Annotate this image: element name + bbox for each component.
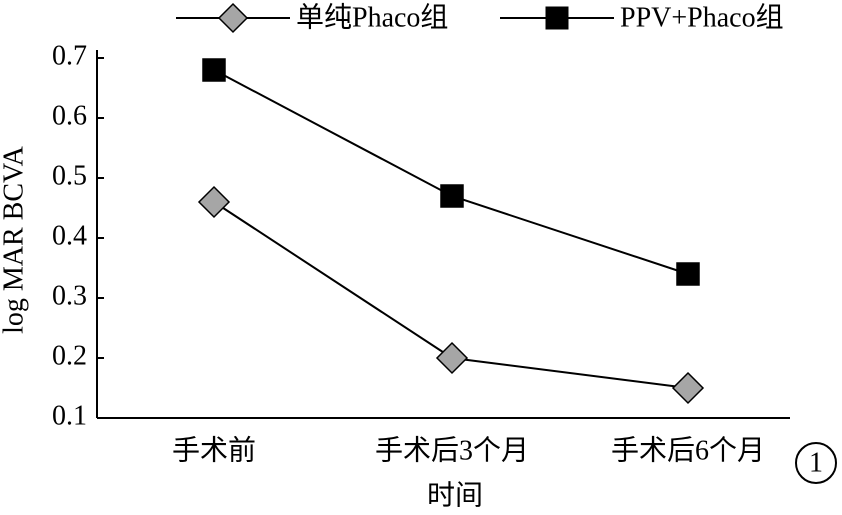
marker [435,341,469,375]
marker [671,371,705,405]
series-line [213,69,689,275]
y-tick-label: 0.5 [52,160,87,191]
marker [197,185,231,219]
marker [202,58,226,82]
x-tick-label: 手术前 [172,434,256,466]
legend-label: PPV+Phaco组 [620,1,784,33]
y-tick-label: 0.4 [52,220,87,251]
x-axis-label: 时间 [427,479,483,511]
legend-label: 单纯Phaco组 [296,1,448,33]
legend-marker [217,2,249,34]
x-tick-label: 手术后6个月 [611,434,765,466]
x-tick-label: 手术后3个月 [375,434,529,466]
marker [440,184,464,208]
y-tick-label: 0.7 [52,40,87,71]
annotation: 1 [809,447,823,478]
y-axis-label: log MAR BCVA [0,145,29,334]
y-tick-label: 0.6 [52,100,87,131]
y-tick-label: 0.2 [52,340,87,371]
y-tick-label: 0.3 [52,280,87,311]
y-tick-label: 0.1 [52,400,87,431]
marker [676,262,700,286]
annotation-circle [795,442,837,484]
legend-marker [545,6,569,30]
